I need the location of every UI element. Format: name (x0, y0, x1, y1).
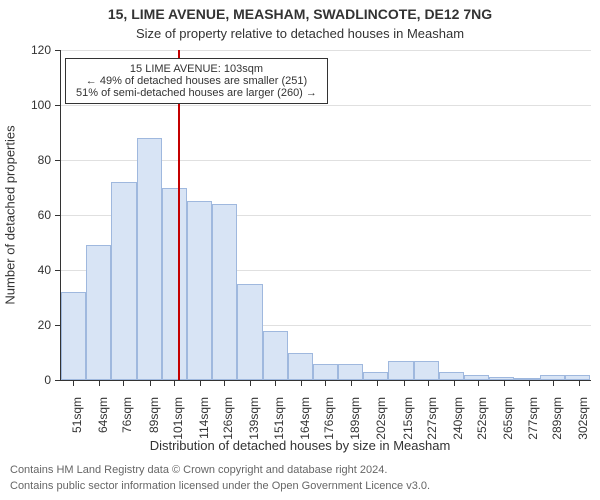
histogram-bar (338, 364, 363, 381)
footer-line-2: Contains public sector information licen… (10, 480, 430, 492)
y-tick-label: 20 (38, 318, 51, 332)
x-tick-label: 265sqm (501, 397, 515, 440)
x-tick-label: 240sqm (451, 397, 465, 440)
histogram-bar (489, 377, 514, 380)
x-tick (454, 380, 455, 386)
histogram-bar (388, 361, 413, 380)
histogram-bar (464, 375, 489, 381)
histogram-bar (237, 284, 262, 380)
histogram-bar (162, 188, 187, 381)
histogram-bar (212, 204, 237, 380)
histogram-bar (288, 353, 313, 381)
x-tick (325, 380, 326, 386)
y-tick (55, 270, 61, 271)
x-tick (150, 380, 151, 386)
x-tick-label: 215sqm (401, 397, 415, 440)
y-tick (55, 50, 61, 51)
x-tick-label: 126sqm (221, 397, 235, 440)
annotation-box: 15 LIME AVENUE: 103sqm← 49% of detached … (65, 58, 328, 104)
histogram-bar (111, 182, 136, 380)
y-tick (55, 160, 61, 161)
histogram-bar (313, 364, 338, 381)
x-tick (123, 380, 124, 386)
chart-page: 15, LIME AVENUE, MEASHAM, SWADLINCOTE, D… (0, 0, 600, 500)
annotation-line: 51% of semi-detached houses are larger (… (76, 87, 317, 99)
x-tick-label: 139sqm (247, 397, 261, 440)
x-tick-label: 176sqm (322, 397, 336, 440)
footer-line-1: Contains HM Land Registry data © Crown c… (10, 464, 387, 476)
annotation-line: 15 LIME AVENUE: 103sqm (76, 63, 317, 75)
annotation-line: ← 49% of detached houses are smaller (25… (76, 75, 317, 87)
y-axis-label: Number of detached properties (3, 125, 18, 304)
chart-subtitle: Size of property relative to detached ho… (0, 26, 600, 41)
histogram-bar (363, 372, 388, 380)
histogram-bar (61, 292, 86, 380)
histogram-bar (414, 361, 439, 380)
x-tick-label: 227sqm (425, 397, 439, 440)
page-title: 15, LIME AVENUE, MEASHAM, SWADLINCOTE, D… (0, 6, 600, 22)
y-tick-label: 40 (38, 263, 51, 277)
x-tick (99, 380, 100, 386)
x-tick (504, 380, 505, 386)
x-tick-label: 114sqm (197, 397, 211, 439)
histogram-bar (514, 378, 539, 380)
gridline (61, 50, 591, 51)
x-tick (404, 380, 405, 386)
x-tick (275, 380, 276, 386)
y-tick-label: 60 (38, 208, 51, 222)
histogram-bar (565, 375, 590, 381)
x-tick-label: 289sqm (550, 397, 564, 440)
x-tick-label: 302sqm (576, 397, 590, 440)
x-tick-label: 252sqm (475, 397, 489, 440)
x-tick-label: 189sqm (348, 397, 362, 440)
y-tick-label: 80 (38, 153, 51, 167)
y-tick-label: 100 (31, 98, 51, 112)
x-tick-label: 277sqm (526, 397, 540, 440)
y-tick-label: 120 (31, 43, 51, 57)
histogram-bar (439, 372, 464, 380)
x-tick-label: 164sqm (298, 397, 312, 440)
x-tick (377, 380, 378, 386)
x-tick (250, 380, 251, 386)
histogram-bar (86, 245, 111, 380)
x-tick (351, 380, 352, 386)
x-tick (428, 380, 429, 386)
x-tick-label: 51sqm (70, 397, 84, 433)
gridline (61, 105, 591, 106)
x-tick (553, 380, 554, 386)
y-tick (55, 215, 61, 216)
x-tick-label: 202sqm (374, 397, 388, 440)
y-tick-label: 0 (44, 373, 51, 387)
x-tick-label: 64sqm (96, 397, 110, 433)
x-tick (200, 380, 201, 386)
x-tick-label: 76sqm (120, 397, 134, 433)
x-tick (529, 380, 530, 386)
x-tick (579, 380, 580, 386)
x-tick (73, 380, 74, 386)
x-tick-label: 89sqm (147, 397, 161, 433)
x-tick (478, 380, 479, 386)
histogram-bar (137, 138, 162, 380)
x-tick (174, 380, 175, 386)
x-tick (224, 380, 225, 386)
histogram-bar (187, 201, 212, 380)
histogram-bar (263, 331, 288, 381)
y-tick (55, 380, 61, 381)
plot-area: 02040608010012051sqm64sqm76sqm89sqm101sq… (60, 50, 591, 381)
x-tick-label: 151sqm (272, 397, 286, 440)
x-tick-label: 101sqm (171, 397, 185, 440)
x-axis-label: Distribution of detached houses by size … (0, 438, 600, 453)
y-tick (55, 105, 61, 106)
x-tick (301, 380, 302, 386)
